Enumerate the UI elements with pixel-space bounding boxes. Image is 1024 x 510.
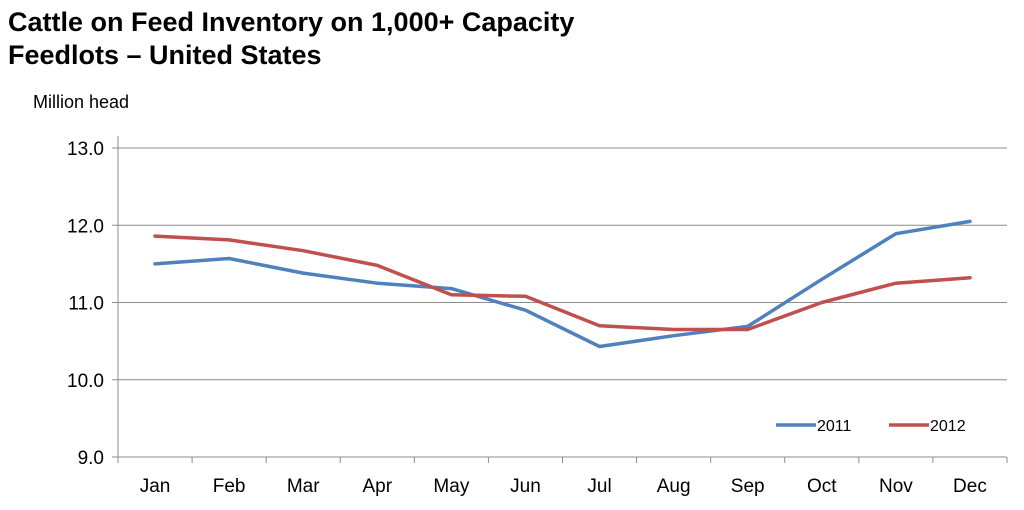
x-tick-label: Mar [287, 476, 320, 497]
y-tick-labels: 9.0 10.0 11.0 12.0 13.0 [67, 139, 104, 469]
y-axis-label: Million head [33, 92, 129, 112]
series-line-2011 [153, 219, 972, 349]
x-tick-label: Jun [510, 476, 541, 497]
chart-title: Cattle on Feed Inventory on 1,000+ Capac… [8, 6, 574, 72]
x-tick-label: Nov [879, 476, 913, 497]
y-tick-label: 11.0 [68, 294, 104, 315]
series-lines [153, 219, 972, 349]
x-tick-label: Dec [953, 476, 987, 497]
y-tick-label: 10.0 [67, 371, 104, 392]
legend: 2011 2012 [776, 418, 966, 435]
x-tick-label: Feb [213, 476, 246, 497]
gridlines [118, 147, 1007, 381]
legend-label-2012: 2012 [930, 418, 966, 435]
x-tick-label: Apr [363, 476, 393, 497]
x-tick-label: Sep [731, 476, 765, 497]
x-tick-label: Oct [807, 476, 837, 497]
chart-title-line-1: Cattle on Feed Inventory on 1,000+ Capac… [8, 7, 575, 37]
x-tick-labels: Jan Feb Mar Apr May Jun Jul Aug Sep Oct Nov Dec [140, 476, 987, 497]
x-tick-label: Jul [587, 476, 611, 497]
axes [112, 136, 1008, 463]
chart-title-line-2: Feedlots – United States [8, 40, 322, 70]
y-tick-label: 12.0 [67, 216, 104, 237]
y-tick-label: 13.0 [67, 139, 104, 160]
x-tick-label: Jan [140, 476, 171, 497]
legend-label-2011: 2011 [817, 418, 852, 435]
x-tick-label: Aug [657, 476, 691, 497]
series-line-2012 [153, 234, 972, 332]
x-tick-label: May [433, 476, 469, 497]
y-tick-label: 9.0 [78, 448, 104, 469]
